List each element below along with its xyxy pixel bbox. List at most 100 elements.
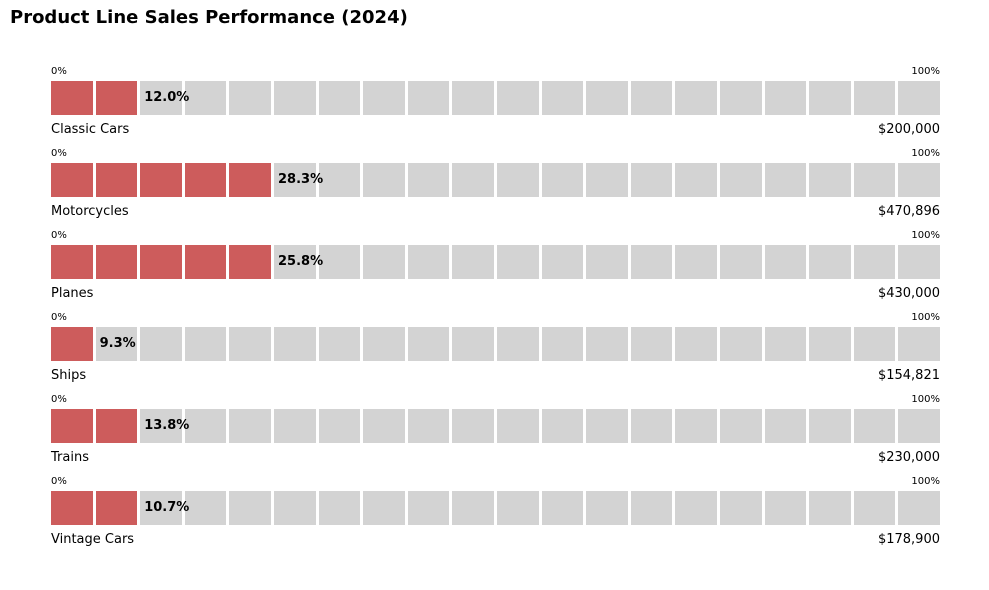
bar-segment-empty [184, 81, 227, 115]
bar-segment-empty [274, 409, 316, 443]
bar-segment-empty [229, 409, 271, 443]
bar-segment-filled [51, 327, 93, 361]
bar-segment-empty [764, 327, 807, 361]
bar-segment-empty [452, 409, 494, 443]
scale-max-label: 100% [911, 66, 940, 77]
bar-segment-empty [274, 327, 316, 361]
scale-max-label: 100% [911, 476, 940, 487]
bar-segment-empty [764, 163, 807, 197]
bar-segment-empty [809, 163, 851, 197]
bar-segment-empty [318, 81, 361, 115]
scale-min-label: 0% [51, 312, 67, 323]
bar-segment-empty [764, 81, 807, 115]
bar-segment-empty [586, 327, 628, 361]
bar-segment-empty [630, 81, 673, 115]
bar-segment-empty [898, 491, 940, 525]
category-label: Ships [51, 368, 87, 383]
scale-max-label: 100% [911, 394, 940, 405]
bar-segment-empty [809, 491, 851, 525]
bar-segment-empty [586, 81, 628, 115]
bar-segment-empty [140, 327, 182, 361]
bar-segment-empty [497, 163, 539, 197]
progress-row: 0% 100% 9.3% Ships $154,821 [51, 312, 940, 394]
segmented-bar [51, 245, 940, 279]
bar-segment-empty [809, 409, 851, 443]
value-label: $154,821 [877, 368, 940, 383]
bar-segment-filled [184, 163, 227, 197]
scale-max-label: 100% [911, 148, 940, 159]
bar-segment-empty [318, 327, 361, 361]
bar-segment-empty [809, 327, 851, 361]
bar-segment-empty [764, 491, 807, 525]
scale-min-label: 0% [51, 66, 67, 77]
bar-segment-empty [274, 245, 316, 279]
bar-segment-empty [452, 163, 494, 197]
category-label: Trains [51, 450, 89, 465]
bar-segment-empty [541, 81, 584, 115]
bar-segment-empty [675, 163, 717, 197]
bar-segment-empty [586, 409, 628, 443]
bar-segment-empty [720, 327, 762, 361]
progress-row: 0% 100% 28.3% Motorcycles $470,896 [51, 148, 940, 230]
bar-segment-empty [363, 409, 405, 443]
bar-segment-empty [184, 409, 227, 443]
bar-segment-empty [318, 163, 361, 197]
bar-segment-empty [452, 81, 494, 115]
bar-segment-empty [764, 409, 807, 443]
percentage-label: 13.8% [144, 418, 190, 433]
bar-segment-filled [95, 81, 138, 115]
value-label: $470,896 [877, 204, 940, 219]
bar-segment-empty [898, 245, 940, 279]
segmented-bar [51, 163, 940, 197]
percentage-label: 10.7% [144, 500, 190, 515]
bar-segment-empty [452, 245, 494, 279]
chart-title: Product Line Sales Performance (2024) [10, 7, 408, 28]
bar-segment-empty [452, 491, 494, 525]
bar-segment-empty [809, 81, 851, 115]
category-label: Motorcycles [51, 204, 129, 219]
bar-segment-filled [140, 245, 182, 279]
bar-segment-filled [51, 491, 93, 525]
bar-segment-empty [407, 163, 450, 197]
bar-segment-empty [675, 81, 717, 115]
value-label: $178,900 [877, 532, 940, 547]
bar-segment-empty [407, 491, 450, 525]
bar-segment-empty [586, 245, 628, 279]
bar-segment-filled [184, 245, 227, 279]
bar-segment-empty [274, 491, 316, 525]
bar-segment-empty [229, 327, 271, 361]
category-label: Classic Cars [51, 122, 130, 137]
bar-segment-empty [764, 245, 807, 279]
bar-segment-empty [497, 81, 539, 115]
bar-segment-empty [318, 491, 361, 525]
bar-segment-empty [898, 409, 940, 443]
segmented-bar [51, 491, 940, 525]
scale-min-label: 0% [51, 148, 67, 159]
bar-segment-empty [497, 409, 539, 443]
bar-segment-empty [140, 491, 182, 525]
bar-segment-filled [51, 409, 93, 443]
bar-segment-empty [184, 491, 227, 525]
bar-segment-empty [586, 491, 628, 525]
bar-segment-empty [541, 327, 584, 361]
bar-segment-empty [497, 327, 539, 361]
percentage-label: 12.0% [144, 90, 190, 105]
category-label: Vintage Cars [51, 532, 135, 547]
bar-segment-empty [853, 327, 896, 361]
bar-segment-empty [720, 491, 762, 525]
bar-segment-empty [274, 163, 316, 197]
progress-row: 0% 100% 13.8% Trains $230,000 [51, 394, 940, 476]
bar-segment-empty [898, 81, 940, 115]
progress-row: 0% 100% 25.8% Planes $430,000 [51, 230, 940, 312]
bar-segment-empty [452, 327, 494, 361]
bar-segment-empty [497, 245, 539, 279]
percentage-label: 28.3% [278, 172, 324, 187]
percentage-label: 9.3% [99, 336, 136, 351]
bar-segment-empty [318, 245, 361, 279]
bar-segment-filled [140, 163, 182, 197]
scale-min-label: 0% [51, 476, 67, 487]
bar-segment-empty [720, 163, 762, 197]
bar-segment-empty [184, 327, 227, 361]
bar-segment-empty [853, 81, 896, 115]
bar-segment-empty [541, 491, 584, 525]
